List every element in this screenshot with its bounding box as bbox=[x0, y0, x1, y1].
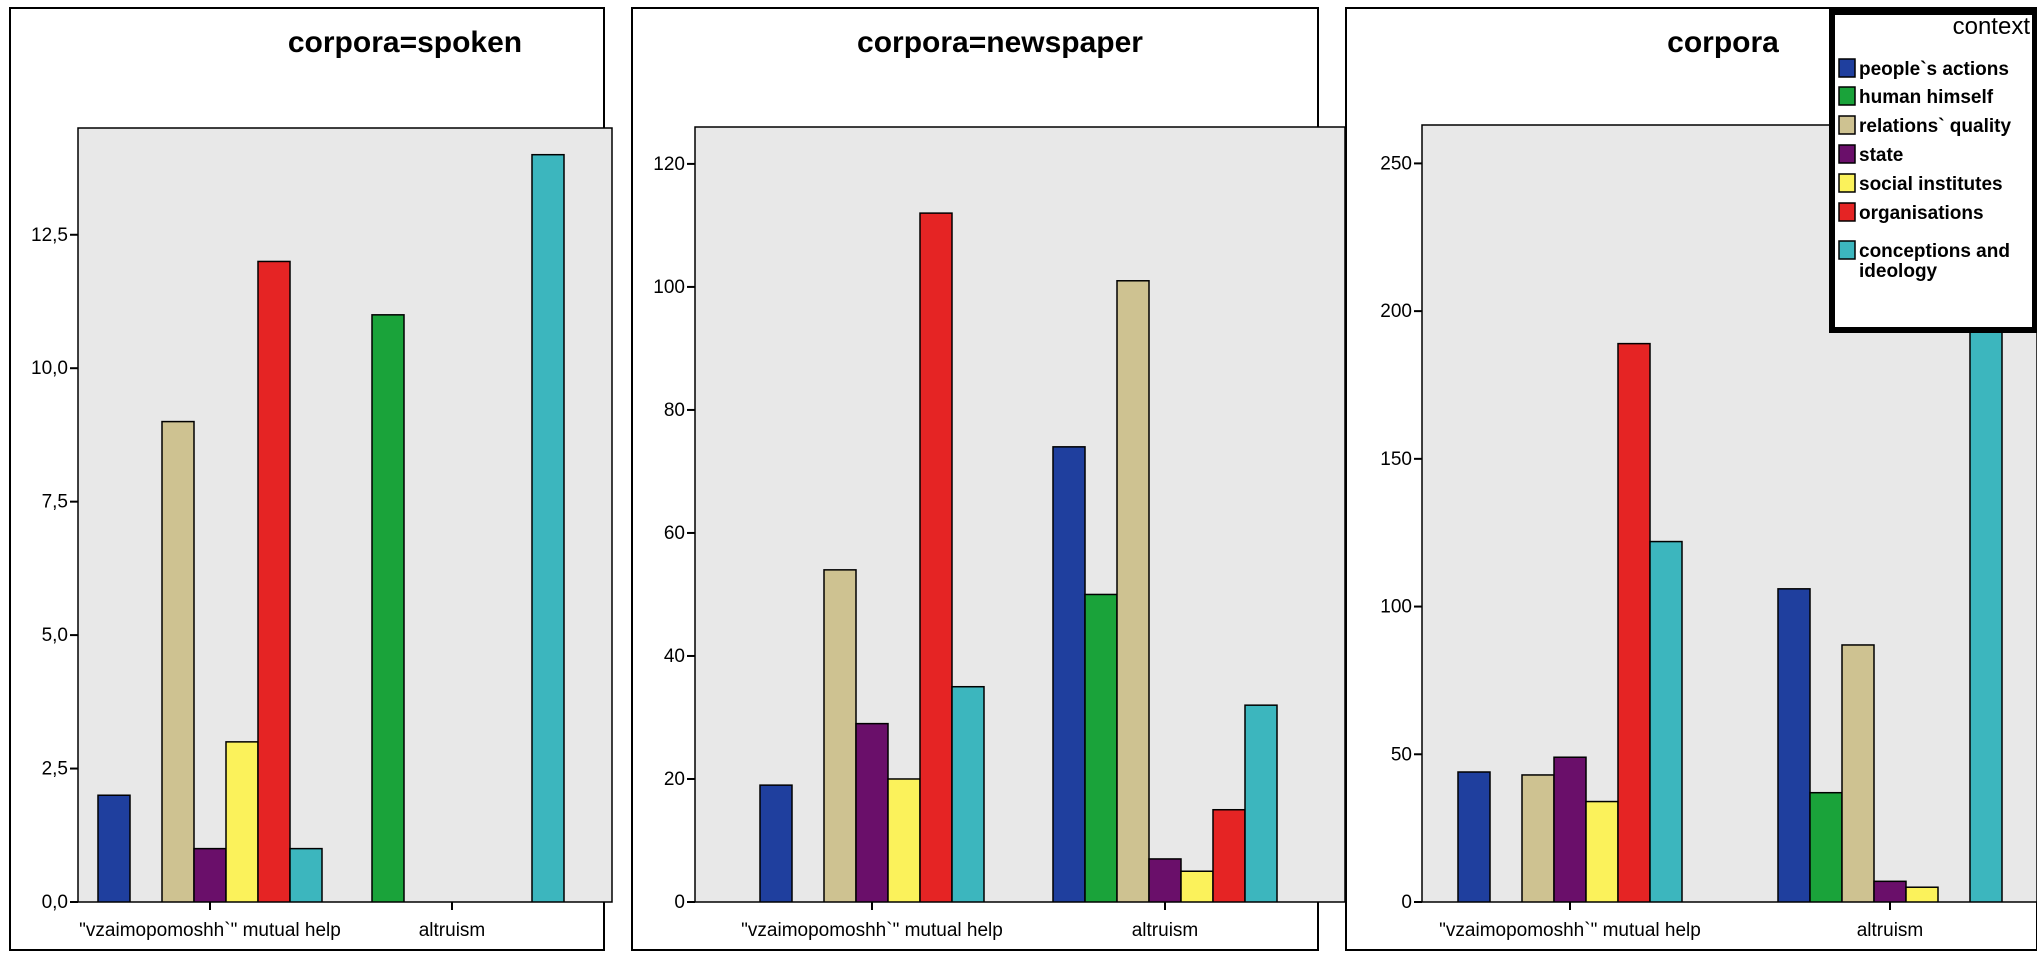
bar-2-cat-2 bbox=[1084, 593, 1118, 902]
legend-label: social institutes bbox=[1859, 174, 2003, 195]
legend-label: state bbox=[1859, 145, 1903, 166]
bars bbox=[1457, 295, 2003, 902]
bar-4-cat-1 bbox=[1553, 756, 1587, 902]
bar-6-cat-1 bbox=[257, 260, 291, 902]
legend-swatch bbox=[1838, 144, 1856, 164]
bar-4-cat-2 bbox=[1873, 880, 1907, 902]
y-tick-label: 150 bbox=[1380, 449, 1412, 470]
legend-swatch bbox=[1838, 58, 1856, 78]
legend-label: ideology bbox=[1859, 261, 1938, 282]
plot-area bbox=[694, 126, 1346, 903]
y-tick-label: 250 bbox=[1380, 153, 1412, 174]
bar-7-cat-2 bbox=[1244, 704, 1278, 902]
bar-4-cat-1 bbox=[855, 722, 889, 902]
bar-6-cat-1 bbox=[1617, 342, 1651, 902]
legend-title: context bbox=[1953, 13, 2031, 40]
x-category-label: "vzaimopomoshh`" mutual help bbox=[1439, 920, 1701, 941]
bar-3-cat-1 bbox=[823, 569, 857, 902]
bar-7-cat-2 bbox=[1969, 295, 2003, 902]
y-tick-label: 80 bbox=[664, 400, 685, 421]
bar-3-cat-2 bbox=[1841, 644, 1875, 902]
y-tick-label: 50 bbox=[1391, 744, 1412, 765]
bar-5-cat-1 bbox=[887, 778, 921, 902]
bar-3-cat-2 bbox=[1116, 280, 1150, 902]
x-category-label: "vzaimopomoshh`" mutual help bbox=[79, 920, 341, 941]
bar-5-cat-2 bbox=[1180, 870, 1214, 902]
y-tick-label: 7,5 bbox=[42, 492, 68, 513]
bar-4-cat-2 bbox=[1148, 858, 1182, 902]
x-category-label: altruism bbox=[1857, 920, 1924, 941]
bar-7-cat-2 bbox=[531, 153, 565, 902]
y-tick-label: 12,5 bbox=[31, 225, 68, 246]
legend-label: conceptions and bbox=[1859, 241, 2010, 262]
y-tick-label: 40 bbox=[664, 646, 685, 667]
panel-title: corpora=newspaper bbox=[857, 26, 1143, 59]
bar-2-cat-2 bbox=[1809, 791, 1843, 902]
legend-label: human himself bbox=[1859, 87, 1994, 108]
legend-label: people`s actions bbox=[1859, 59, 2009, 80]
legend-label: relations` quality bbox=[1859, 116, 2011, 137]
y-tick-label: 200 bbox=[1380, 301, 1412, 322]
bar-5-cat-1 bbox=[225, 741, 259, 902]
bar-3-cat-1 bbox=[1521, 774, 1555, 902]
bar-3-cat-1 bbox=[161, 420, 195, 902]
bar-1-cat-1 bbox=[759, 784, 793, 902]
y-tick-label: 0,0 bbox=[42, 892, 68, 913]
bar-4-cat-1 bbox=[193, 847, 227, 902]
legend-swatch bbox=[1838, 173, 1856, 193]
bar-5-cat-1 bbox=[1585, 800, 1619, 902]
chart-panel-1: corpora=spoken 0,0 2,5 5,0 7,5 10,0 12,5 "vzaim… bbox=[9, 7, 613, 951]
legend-box bbox=[1829, 9, 2037, 333]
chart-panel-3: corpora 0 50 100 150 200 250 "vzaimopomoshh`" m… bbox=[1345, 7, 2037, 951]
y-tick-label: 100 bbox=[653, 277, 685, 298]
panel-title: corpora bbox=[1667, 26, 1779, 59]
legend-label: organisations bbox=[1859, 203, 1984, 224]
bar-5-cat-2 bbox=[1905, 886, 1939, 902]
legend-swatch bbox=[1838, 202, 1856, 222]
bar-2-cat-2 bbox=[371, 314, 405, 902]
y-tick-label: 20 bbox=[664, 769, 685, 790]
legend-swatch bbox=[1838, 115, 1856, 135]
x-category-label: "vzaimopomoshh`" mutual help bbox=[741, 920, 1003, 941]
bar-7-cat-1 bbox=[1649, 540, 1683, 902]
bar-1-cat-2 bbox=[1052, 446, 1086, 902]
chart-panel-2: corpora=newspaper 0 20 40 60 80 100 120 "vzaimop… bbox=[631, 7, 1346, 951]
y-tick-label: 0 bbox=[674, 892, 685, 913]
y-tick-label: 5,0 bbox=[42, 625, 68, 646]
legend-swatch bbox=[1838, 240, 1856, 260]
legend-swatch bbox=[1838, 86, 1856, 106]
bar-6-cat-1 bbox=[919, 212, 953, 902]
y-tick-label: 120 bbox=[653, 154, 685, 175]
bar-6-cat-2 bbox=[1212, 808, 1246, 902]
panel-title: corpora=spoken bbox=[288, 26, 522, 59]
x-category-label: altruism bbox=[1132, 920, 1199, 941]
legend: context people`s actions human himself rela… bbox=[1829, 9, 2037, 333]
bar-1-cat-2 bbox=[1777, 588, 1811, 902]
x-category-label: altruism bbox=[419, 920, 486, 941]
bar-7-cat-1 bbox=[289, 847, 323, 902]
bars bbox=[759, 212, 1278, 902]
bar-1-cat-1 bbox=[1457, 771, 1491, 902]
y-tick-label: 10,0 bbox=[31, 358, 68, 379]
y-tick-label: 0 bbox=[1401, 892, 1412, 913]
bar-7-cat-1 bbox=[951, 685, 985, 902]
y-tick-label: 60 bbox=[664, 523, 685, 544]
bars bbox=[97, 153, 565, 902]
y-tick-label: 2,5 bbox=[42, 759, 68, 780]
y-tick-label: 100 bbox=[1380, 597, 1412, 618]
bar-1-cat-1 bbox=[97, 794, 131, 902]
